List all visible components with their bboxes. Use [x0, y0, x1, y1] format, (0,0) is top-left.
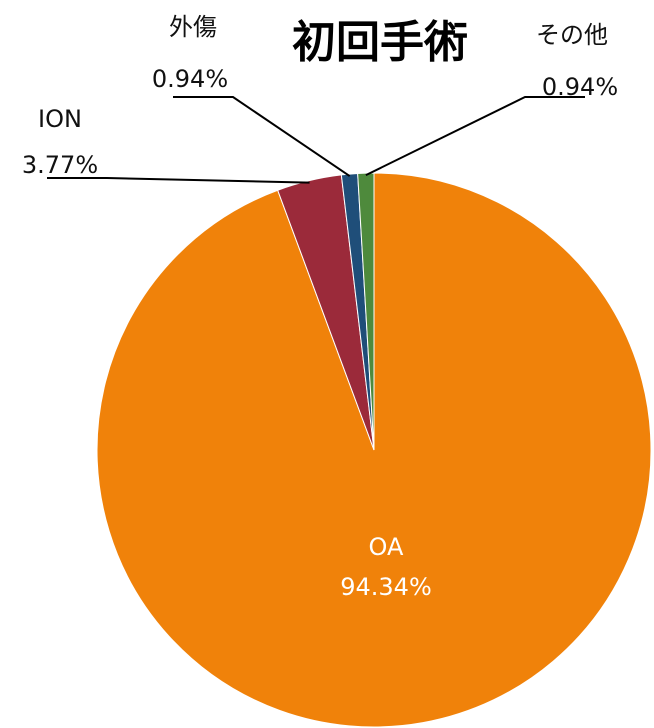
pie-slice — [357, 172, 375, 451]
category-label: OA — [369, 533, 404, 561]
data-label: 3.77% — [22, 151, 98, 179]
data-label: 0.94% — [152, 65, 228, 93]
category-label: その他 — [536, 21, 608, 49]
category-label: ION — [38, 105, 82, 133]
chart-title: 初回手術 — [292, 17, 468, 68]
leader-line — [365, 96, 585, 177]
category-label: 外傷 — [169, 13, 217, 41]
leader-line — [173, 96, 351, 177]
data-label: 94.34% — [340, 573, 432, 601]
leader-line — [47, 177, 310, 184]
data-label: 0.94% — [542, 73, 618, 101]
